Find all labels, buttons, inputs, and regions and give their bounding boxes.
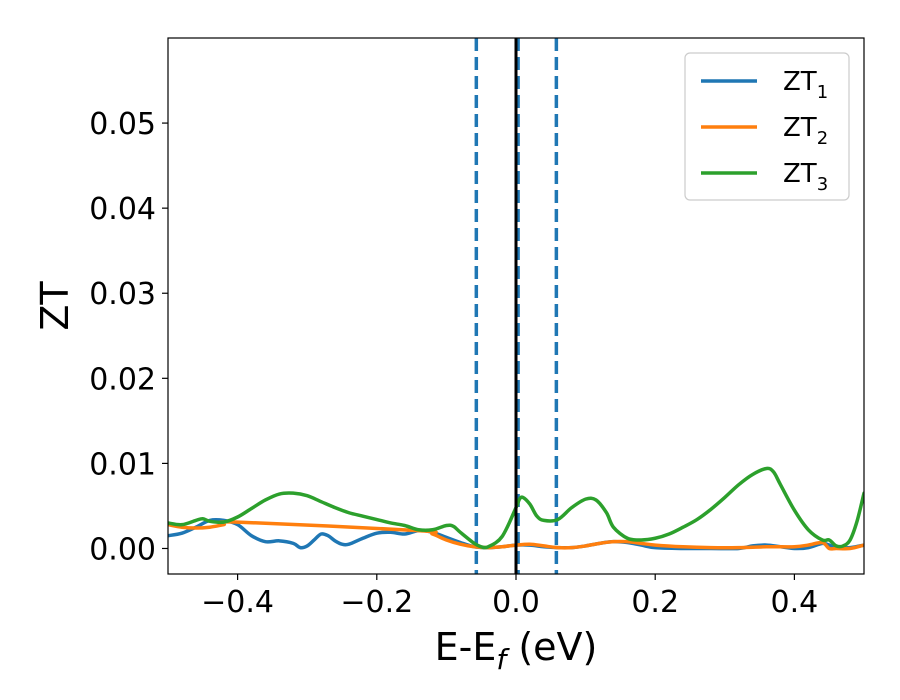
y-tick-label: 0.04	[89, 192, 156, 227]
series-line-3	[168, 466, 864, 550]
legend-box	[684, 52, 850, 201]
x-tick-label: 0.2	[631, 585, 679, 620]
x-tick-label: 0.0	[492, 585, 540, 620]
legend-label-2: ZT2	[783, 113, 828, 149]
series-lines	[168, 466, 864, 551]
legend-label-1: ZT1	[783, 67, 828, 103]
legend: ZT1 ZT2 ZT3	[684, 52, 850, 201]
y-tick-label: 0.01	[89, 447, 156, 482]
x-tick-label: −0.4	[201, 585, 274, 620]
y-axis-label: ZT	[33, 281, 77, 331]
y-tick-label: 0.03	[89, 277, 156, 312]
legend-label-3: ZT3	[783, 159, 828, 195]
y-tick-label: 0.05	[89, 107, 156, 142]
x-axis-label: E-Ef (eV)	[435, 625, 598, 676]
reference-lines	[474, 38, 559, 574]
x-tick-label: 0.4	[771, 585, 819, 620]
y-tick-label: 0.02	[89, 362, 156, 397]
y-tick-label: 0.00	[89, 532, 156, 567]
series-line-2	[168, 520, 864, 551]
x-tick-label: −0.2	[340, 585, 413, 620]
y-axis-ticks: 0.00 0.01 0.02 0.03 0.04 0.05	[89, 107, 168, 567]
x-axis-ticks: −0.4 −0.2 0.0 0.2 0.4	[201, 574, 818, 620]
